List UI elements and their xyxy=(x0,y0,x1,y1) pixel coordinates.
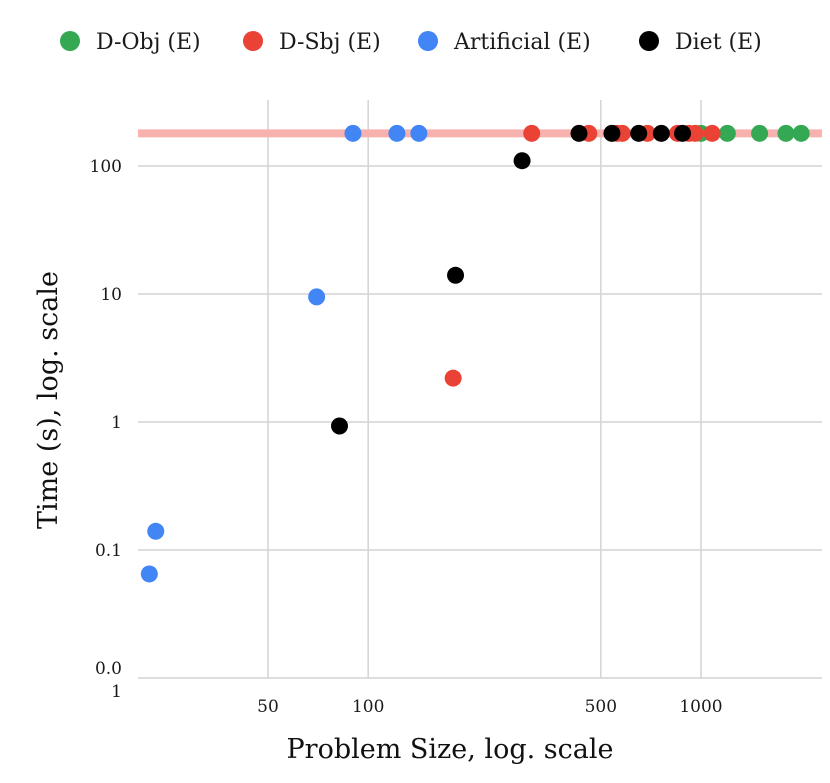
legend-label-d-sbj-e: D-Sbj (E) xyxy=(279,30,381,55)
point-artificial-e xyxy=(410,124,428,142)
point-d-obj-e xyxy=(751,124,769,142)
data-points xyxy=(140,124,810,583)
y-bottom-label-line2: 1 xyxy=(111,682,122,702)
point-artificial-e xyxy=(388,124,406,142)
legend-marker-artificial-e xyxy=(418,31,438,51)
y-tick-labels: 0.1 1 10 100 xyxy=(90,157,122,561)
point-diet-e xyxy=(447,266,465,284)
point-diet-e xyxy=(513,152,531,170)
point-diet-e xyxy=(630,124,648,142)
grid-lines xyxy=(138,100,822,678)
legend-marker-d-obj-e xyxy=(60,31,80,51)
point-d-sbj-e xyxy=(686,124,704,142)
point-diet-e xyxy=(331,417,349,435)
point-artificial-e xyxy=(147,522,165,540)
x-axis-title: Problem Size, log. scale xyxy=(287,734,614,765)
point-d-sbj-e xyxy=(523,124,541,142)
y-tick-label: 1 xyxy=(111,413,122,433)
point-artificial-e xyxy=(344,124,362,142)
point-diet-e xyxy=(674,124,692,142)
x-tick-label: 500 xyxy=(585,697,617,717)
legend-marker-diet-e xyxy=(639,31,659,51)
x-tick-label: 1000 xyxy=(679,697,722,717)
x-tick-labels: 50 100 500 1000 xyxy=(257,697,722,717)
point-d-sbj-e xyxy=(444,369,462,387)
y-tick-label: 10 xyxy=(100,285,122,305)
y-tick-label: 100 xyxy=(90,157,122,177)
point-artificial-e xyxy=(140,565,158,583)
point-diet-e xyxy=(603,124,621,142)
x-tick-label: 100 xyxy=(352,697,384,717)
y-tick-label: 0.1 xyxy=(95,541,122,561)
y-axis-title: Time (s), log. scale xyxy=(33,271,64,529)
legend-label-diet-e: Diet (E) xyxy=(675,30,762,55)
point-d-sbj-e xyxy=(703,124,721,142)
legend: D-Obj (E) D-Sbj (E) Artificial (E) Diet (E) xyxy=(60,30,762,55)
point-d-obj-e xyxy=(718,124,736,142)
point-artificial-e xyxy=(308,288,326,306)
point-d-obj-e xyxy=(777,124,795,142)
point-diet-e xyxy=(570,124,588,142)
point-diet-e xyxy=(652,124,670,142)
legend-label-d-obj-e: D-Obj (E) xyxy=(96,30,201,55)
y-bottom-label-line1: 0.0 xyxy=(95,659,122,679)
x-tick-label: 50 xyxy=(257,697,279,717)
legend-marker-d-sbj-e xyxy=(243,31,263,51)
point-d-obj-e xyxy=(792,124,810,142)
legend-label-artificial-e: Artificial (E) xyxy=(453,30,591,55)
